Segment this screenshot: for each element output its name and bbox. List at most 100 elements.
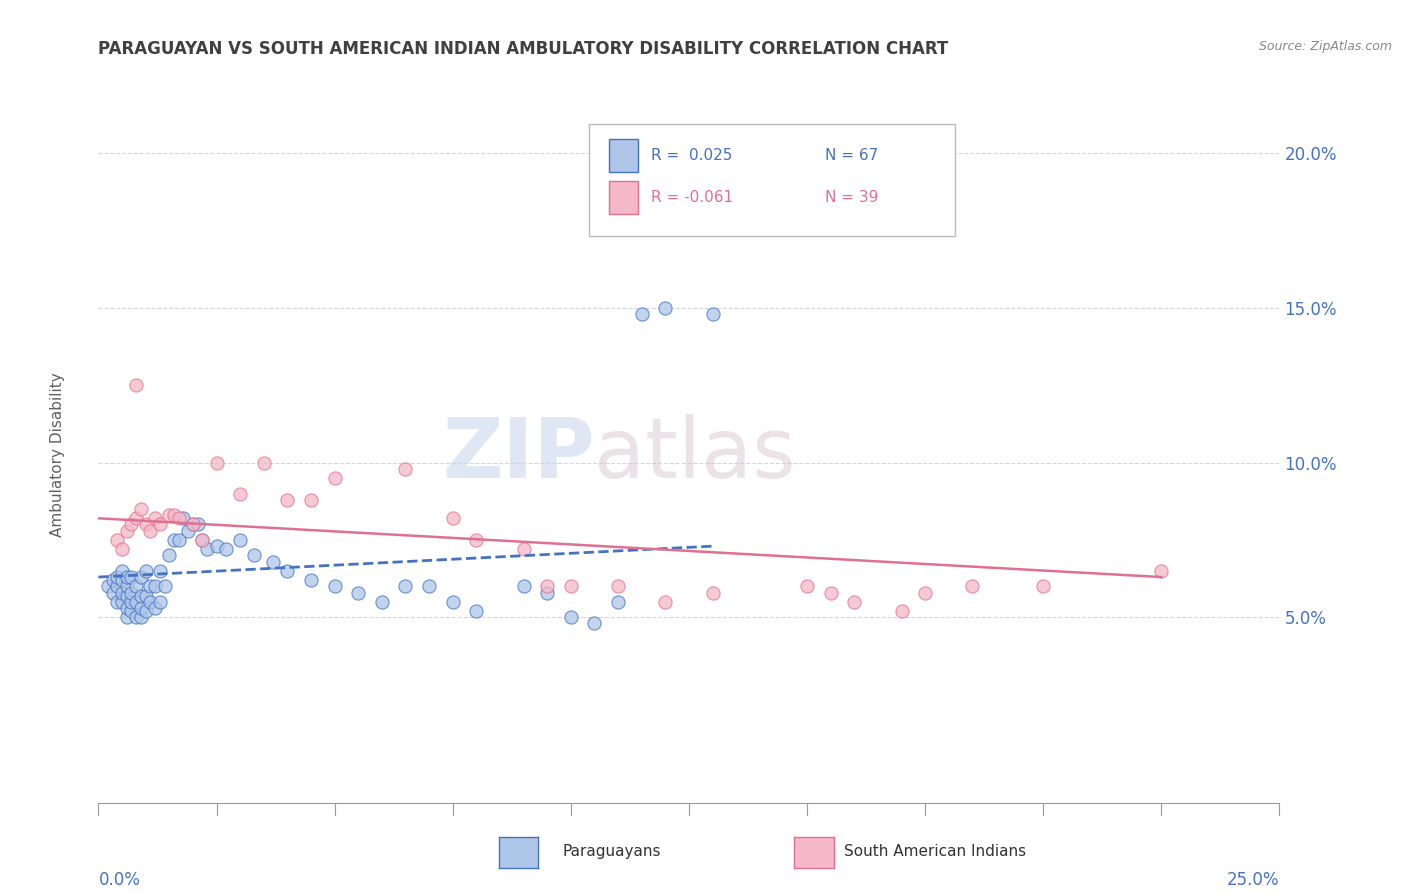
- Point: [157, 508, 180, 523]
- Point: [163, 508, 186, 523]
- Point: [181, 517, 204, 532]
- Point: [135, 564, 157, 578]
- Text: 0.0%: 0.0%: [98, 871, 141, 888]
- Point: [253, 456, 276, 470]
- Point: [143, 579, 166, 593]
- Point: [512, 579, 534, 593]
- Point: [111, 564, 134, 578]
- Point: [607, 595, 630, 609]
- Point: [1032, 579, 1054, 593]
- Point: [796, 579, 818, 593]
- Text: R =  0.025: R = 0.025: [651, 148, 733, 163]
- Text: Source: ZipAtlas.com: Source: ZipAtlas.com: [1258, 40, 1392, 54]
- Point: [111, 542, 134, 557]
- Point: [115, 601, 138, 615]
- Point: [215, 542, 238, 557]
- Point: [129, 502, 152, 516]
- Point: [121, 585, 143, 599]
- Point: [129, 589, 152, 603]
- Point: [229, 533, 252, 547]
- Point: [1150, 564, 1173, 578]
- Point: [149, 517, 172, 532]
- Point: [394, 579, 416, 593]
- Point: [111, 585, 134, 599]
- Point: [125, 610, 148, 624]
- Point: [536, 579, 558, 593]
- Point: [135, 589, 157, 603]
- Text: South American Indians: South American Indians: [844, 845, 1026, 859]
- Point: [229, 486, 252, 500]
- Point: [820, 585, 842, 599]
- Point: [607, 579, 630, 593]
- Text: atlas: atlas: [595, 415, 796, 495]
- Point: [394, 462, 416, 476]
- Point: [465, 604, 488, 618]
- Point: [262, 555, 284, 569]
- Point: [323, 471, 346, 485]
- Point: [125, 511, 148, 525]
- Point: [512, 542, 534, 557]
- Point: [125, 595, 148, 609]
- Point: [205, 539, 228, 553]
- Point: [139, 579, 162, 593]
- Point: [323, 579, 346, 593]
- Point: [105, 595, 128, 609]
- Point: [139, 595, 162, 609]
- Point: [111, 573, 134, 587]
- Text: 25.0%: 25.0%: [1227, 871, 1279, 888]
- Point: [115, 579, 138, 593]
- Bar: [609, 139, 638, 172]
- Point: [205, 456, 228, 470]
- Point: [371, 595, 394, 609]
- Point: [536, 585, 558, 599]
- Point: [121, 517, 143, 532]
- Point: [187, 517, 209, 532]
- Point: [441, 511, 464, 525]
- Point: [143, 511, 166, 525]
- Text: N = 39: N = 39: [825, 190, 879, 205]
- Text: R = -0.061: R = -0.061: [651, 190, 734, 205]
- Point: [97, 579, 120, 593]
- Point: [139, 524, 162, 538]
- Point: [177, 524, 200, 538]
- Point: [129, 601, 152, 615]
- Point: [105, 579, 128, 593]
- Point: [121, 570, 143, 584]
- FancyBboxPatch shape: [589, 124, 955, 235]
- Point: [962, 579, 984, 593]
- Point: [181, 517, 204, 532]
- Point: [115, 589, 138, 603]
- Point: [560, 579, 582, 593]
- Point: [121, 595, 143, 609]
- Point: [115, 570, 138, 584]
- Point: [654, 301, 676, 315]
- Point: [702, 307, 724, 321]
- Text: ZIP: ZIP: [441, 415, 595, 495]
- Text: PARAGUAYAN VS SOUTH AMERICAN INDIAN AMBULATORY DISABILITY CORRELATION CHART: PARAGUAYAN VS SOUTH AMERICAN INDIAN AMBU…: [98, 40, 949, 58]
- Point: [153, 579, 176, 593]
- Text: Ambulatory Disability: Ambulatory Disability: [49, 373, 65, 537]
- Point: [143, 601, 166, 615]
- Point: [167, 511, 190, 525]
- Text: Paraguayans: Paraguayans: [562, 845, 661, 859]
- Point: [105, 570, 128, 584]
- Point: [135, 604, 157, 618]
- Point: [276, 492, 298, 507]
- Point: [914, 585, 936, 599]
- Point: [299, 492, 322, 507]
- Point: [191, 533, 214, 547]
- Point: [347, 585, 370, 599]
- Point: [299, 573, 322, 587]
- Point: [149, 595, 172, 609]
- Point: [163, 533, 186, 547]
- Point: [191, 533, 214, 547]
- Point: [441, 595, 464, 609]
- Point: [890, 604, 912, 618]
- Point: [844, 595, 866, 609]
- Point: [418, 579, 440, 593]
- Point: [276, 564, 298, 578]
- Point: [115, 610, 138, 624]
- Point: [105, 533, 128, 547]
- Point: [465, 533, 488, 547]
- Point: [111, 595, 134, 609]
